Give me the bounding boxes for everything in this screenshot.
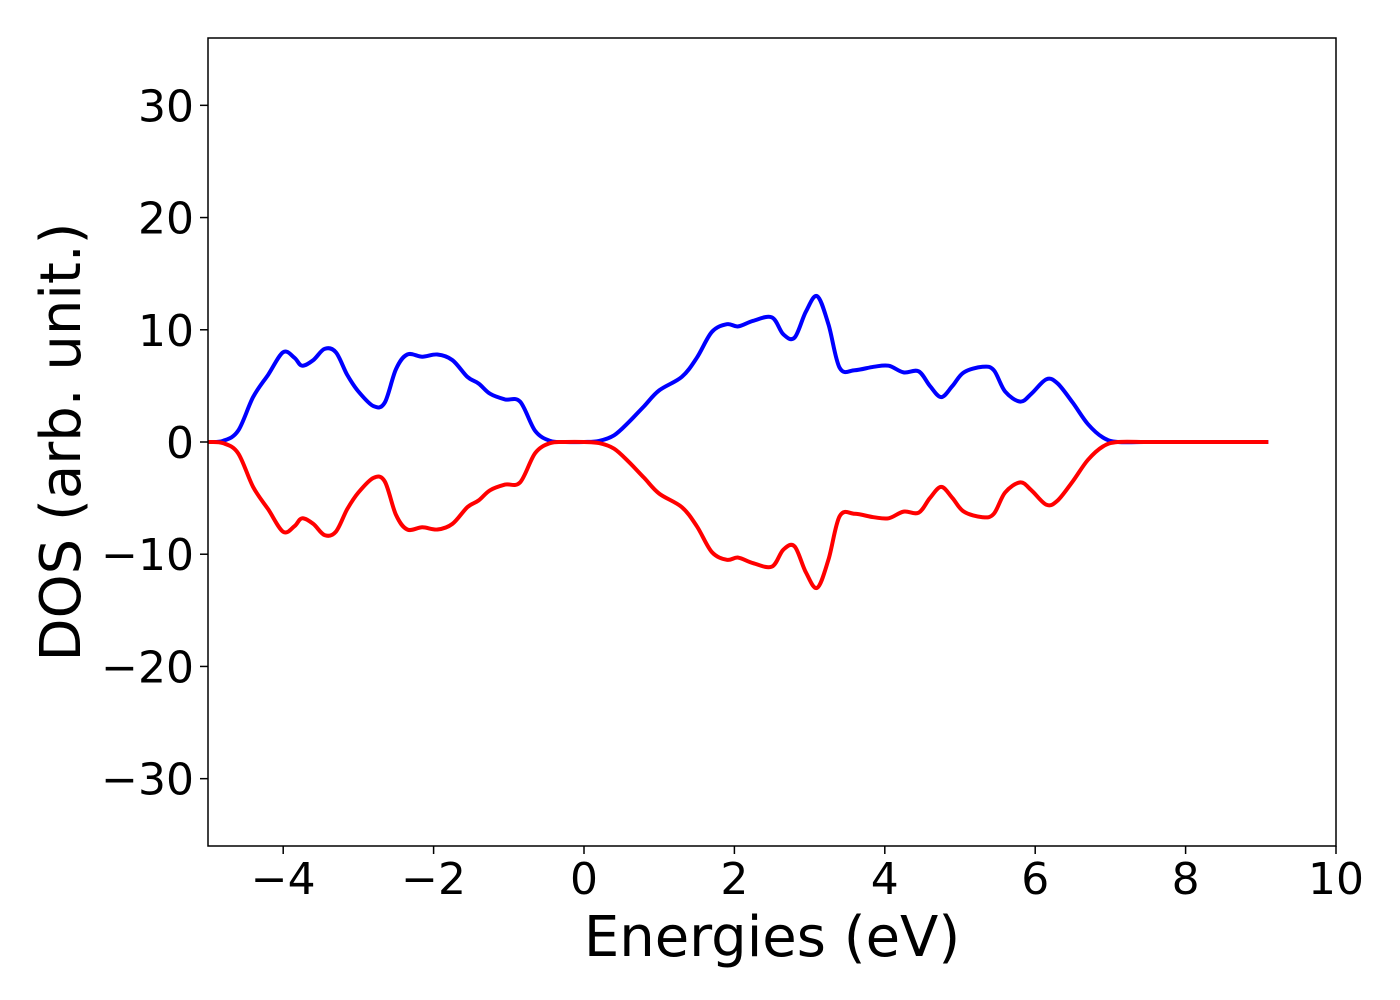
y-tick-label: −10 [101,530,194,581]
x-tick-label: −2 [401,854,466,905]
x-tick-label: 10 [1308,854,1364,905]
y-tick-label: 0 [166,418,194,469]
spin-up-dos-line [207,293,1269,445]
y-tick-label: 30 [138,81,194,132]
y-tick-label: −30 [101,755,194,806]
y-tick-label: −20 [101,642,194,693]
x-tick-label: 0 [570,854,598,905]
y-axis-label: DOS (arb. unit.) [29,222,94,661]
y-axis-ticks: 30 20 10 0 −10 −20 −30 [101,81,208,806]
y-tick-label: 20 [138,194,194,245]
y-tick-label: 10 [138,306,194,357]
x-tick-label: 8 [1172,854,1200,905]
x-axis-ticks: −4 −2 0 2 4 6 8 10 [251,846,1364,905]
spin-down-dos-line [207,439,1269,591]
x-tick-label: −4 [251,854,316,905]
x-tick-label: 6 [1021,854,1049,905]
x-tick-label: 4 [871,854,899,905]
x-tick-label: 2 [720,854,748,905]
x-axis-label: Energies (eV) [584,905,960,970]
series-layer [207,293,1269,591]
